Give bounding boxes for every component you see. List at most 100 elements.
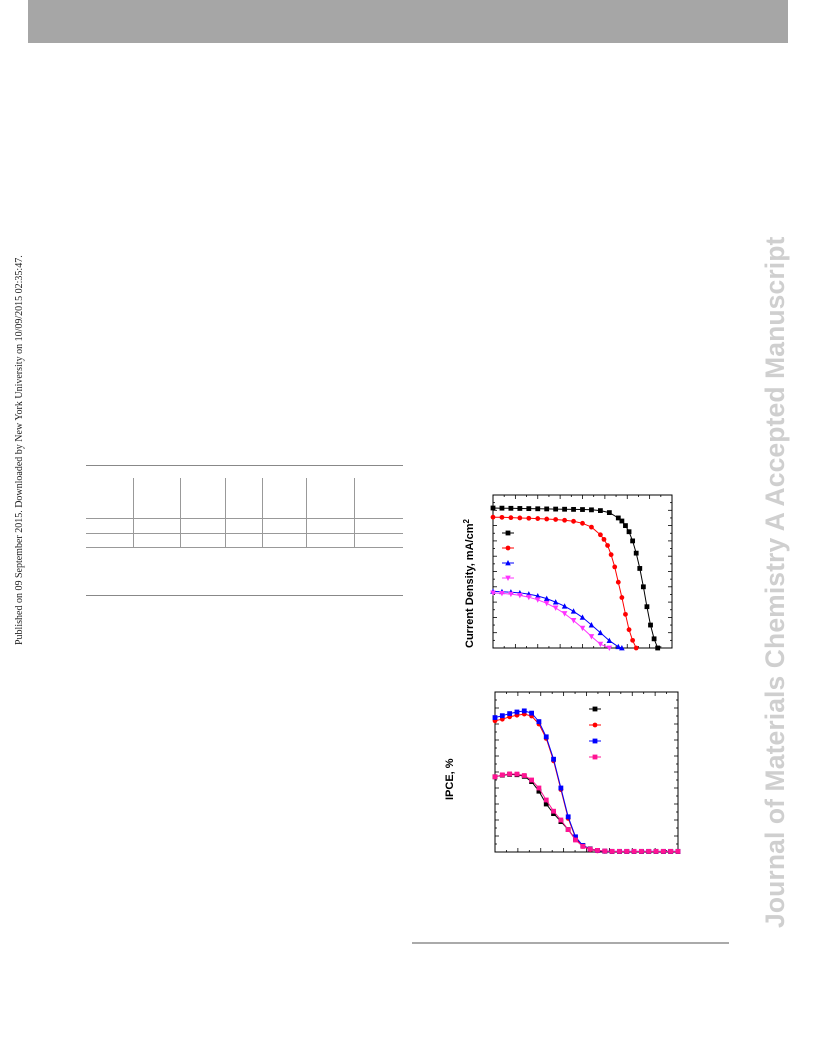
series-4-point bbox=[534, 597, 541, 603]
series-1-point bbox=[553, 506, 559, 512]
series-3-point bbox=[602, 848, 608, 854]
series-4-point bbox=[668, 848, 674, 854]
series-3-point bbox=[534, 592, 541, 599]
series-2-point bbox=[573, 835, 578, 840]
table-top-rule bbox=[86, 465, 403, 466]
series-1-point bbox=[571, 506, 576, 512]
series-3-point bbox=[508, 589, 514, 595]
series-1-point bbox=[648, 622, 653, 628]
series-1-point bbox=[630, 538, 636, 544]
series-1-point bbox=[580, 507, 585, 512]
series-1-point bbox=[640, 584, 646, 590]
series-3-point bbox=[597, 629, 604, 636]
jv-chart: Current Density, mA/cm2 bbox=[462, 494, 673, 651]
ipce-legend bbox=[589, 706, 601, 760]
ipce-plot-frame bbox=[494, 691, 679, 853]
series-3-point bbox=[552, 599, 559, 605]
series-2-point bbox=[631, 849, 637, 854]
series-2-point bbox=[630, 637, 636, 643]
series-1-point bbox=[602, 848, 608, 854]
series-1-point bbox=[499, 772, 505, 778]
series-3-point bbox=[624, 848, 630, 854]
series-4-point bbox=[580, 844, 586, 849]
journal-header-bar bbox=[28, 0, 788, 43]
series-4-point bbox=[579, 625, 586, 632]
legend-marker-4 bbox=[505, 575, 511, 581]
series-4-point bbox=[514, 771, 520, 777]
series-2-point bbox=[492, 718, 498, 724]
series-1-point bbox=[529, 779, 534, 784]
series-2-point bbox=[521, 711, 527, 717]
series-2-point bbox=[609, 849, 615, 854]
series-1-point bbox=[543, 801, 549, 807]
series-4-point bbox=[609, 848, 615, 854]
series-1-point bbox=[631, 849, 637, 854]
series-2-point bbox=[605, 543, 610, 548]
series-3-point bbox=[543, 734, 549, 740]
table-bottom-rule bbox=[86, 547, 403, 548]
series-3-line bbox=[492, 590, 623, 649]
series-4-point bbox=[517, 592, 523, 599]
series-4-point bbox=[508, 591, 514, 598]
series-3-point bbox=[606, 637, 613, 644]
series-3-point bbox=[573, 834, 578, 840]
series-1-point bbox=[606, 510, 612, 515]
series-1-point bbox=[499, 505, 505, 511]
series-2-point bbox=[617, 849, 622, 854]
series-4-point bbox=[639, 848, 644, 854]
series-3-point bbox=[499, 588, 505, 595]
series-3-point bbox=[639, 848, 644, 854]
series-3-point bbox=[595, 848, 600, 853]
series-1-point bbox=[609, 849, 615, 854]
series-2-point bbox=[660, 849, 666, 854]
series-3-point bbox=[499, 713, 505, 719]
series-3-point bbox=[536, 719, 542, 724]
series-3-point bbox=[551, 756, 556, 762]
series-2-point bbox=[536, 721, 542, 727]
series-1-point bbox=[508, 505, 514, 511]
series-1-point bbox=[587, 846, 593, 852]
series-1-point bbox=[617, 849, 622, 854]
series-1-point bbox=[514, 772, 520, 778]
series-2-point bbox=[587, 847, 593, 852]
series-1-point bbox=[544, 506, 550, 512]
series-4-point bbox=[543, 797, 549, 803]
series-1-point bbox=[517, 506, 523, 511]
ipce-ticks bbox=[494, 691, 679, 853]
series-4-point bbox=[595, 848, 600, 853]
series-4-point bbox=[558, 817, 564, 823]
jv-y-axis-label: Current Density, mA/cm2 bbox=[462, 519, 476, 649]
series-4-point bbox=[529, 777, 534, 783]
series-2-point bbox=[633, 645, 639, 651]
series-1-point bbox=[598, 508, 603, 514]
legend-marker-2 bbox=[505, 545, 511, 551]
series-3-point bbox=[617, 848, 622, 854]
series-2-point bbox=[623, 611, 628, 617]
legend-marker-4 bbox=[592, 754, 598, 760]
series-3-point bbox=[646, 848, 652, 854]
series-4-point bbox=[565, 827, 571, 832]
publication-stamp: Published on 09 September 2015. Download… bbox=[14, 255, 25, 645]
series-1-point bbox=[535, 506, 541, 512]
table-column-4 bbox=[226, 478, 263, 548]
series-2-point bbox=[612, 564, 618, 570]
series-3-point bbox=[668, 848, 674, 854]
jv-legend bbox=[502, 530, 514, 581]
series-4-point bbox=[675, 848, 681, 854]
series-4-point bbox=[588, 634, 595, 640]
series-1-point bbox=[595, 848, 600, 853]
series-1-point bbox=[646, 849, 652, 854]
series-1-point bbox=[644, 604, 650, 610]
series-4-point bbox=[602, 848, 608, 854]
series-3-point bbox=[561, 603, 568, 609]
series-4-line bbox=[494, 773, 678, 852]
series-1-point bbox=[637, 566, 643, 571]
table-row-rule bbox=[86, 533, 403, 534]
series-2-point bbox=[668, 849, 674, 854]
series-2-point bbox=[562, 517, 567, 523]
series-3-point bbox=[619, 645, 625, 651]
series-3-point bbox=[587, 846, 593, 852]
ipce-chart: IPCE, % bbox=[444, 691, 681, 854]
series-1-point bbox=[558, 819, 564, 824]
series-3-point bbox=[514, 709, 520, 715]
